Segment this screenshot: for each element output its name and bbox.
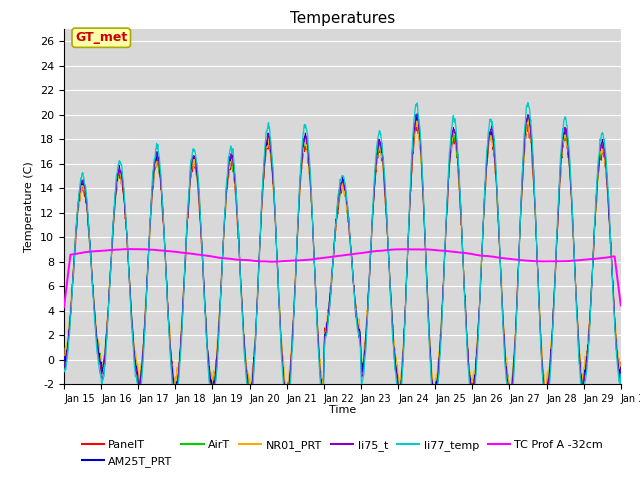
NR01_PRT — [216, 313, 223, 319]
TC Prof A -32cm — [584, 256, 591, 262]
PanelT — [524, 120, 532, 125]
li77_temp — [584, 358, 591, 364]
Line: li77_temp: li77_temp — [64, 103, 621, 414]
Y-axis label: Temperature (C): Temperature (C) — [24, 161, 35, 252]
AirT — [524, 120, 531, 126]
AirT — [371, 186, 378, 192]
li75_t — [568, 206, 576, 212]
TC Prof A -32cm — [617, 303, 625, 309]
li77_temp — [568, 201, 576, 206]
AirT — [358, 367, 366, 373]
PanelT — [358, 361, 366, 367]
TC Prof A -32cm — [371, 248, 379, 254]
AirT — [60, 357, 68, 363]
NR01_PRT — [568, 210, 576, 216]
NR01_PRT — [395, 391, 403, 397]
PanelT — [216, 314, 223, 320]
Line: TC Prof A -32cm: TC Prof A -32cm — [64, 249, 621, 307]
Line: AM25T_PRT: AM25T_PRT — [64, 115, 621, 399]
TC Prof A -32cm — [359, 250, 367, 256]
AM25T_PRT — [371, 180, 378, 185]
AirT — [396, 395, 403, 400]
li77_temp — [504, 396, 512, 402]
li77_temp — [358, 379, 366, 384]
Title: Temperatures: Temperatures — [290, 11, 395, 26]
AM25T_PRT — [504, 384, 512, 389]
li75_t — [395, 406, 403, 411]
NR01_PRT — [504, 379, 512, 384]
PanelT — [60, 356, 68, 362]
AirT — [216, 312, 223, 318]
AM25T_PRT — [60, 359, 68, 364]
NR01_PRT — [60, 357, 68, 362]
li75_t — [60, 360, 68, 366]
NR01_PRT — [371, 175, 378, 181]
AM25T_PRT — [358, 368, 366, 373]
Line: NR01_PRT: NR01_PRT — [64, 117, 621, 394]
Legend: PanelT, AM25T_PRT, AirT, NR01_PRT, li75_t, li77_temp, TC Prof A -32cm: PanelT, AM25T_PRT, AirT, NR01_PRT, li75_… — [77, 436, 607, 471]
li75_t — [584, 352, 591, 358]
Line: AirT: AirT — [64, 123, 621, 397]
li75_t — [505, 390, 513, 396]
li77_temp — [524, 100, 532, 106]
AM25T_PRT — [617, 364, 625, 370]
TC Prof A -32cm — [60, 304, 68, 310]
TC Prof A -32cm — [125, 246, 132, 252]
NR01_PRT — [584, 340, 591, 346]
PanelT — [568, 214, 576, 219]
NR01_PRT — [358, 362, 366, 368]
PanelT — [542, 396, 550, 402]
PanelT — [504, 376, 512, 382]
AM25T_PRT — [507, 396, 515, 402]
AM25T_PRT — [525, 112, 532, 118]
AM25T_PRT — [216, 317, 223, 323]
NR01_PRT — [524, 114, 531, 120]
PanelT — [617, 359, 625, 365]
NR01_PRT — [617, 360, 625, 366]
AirT — [568, 208, 576, 214]
li77_temp — [371, 173, 378, 179]
li75_t — [617, 366, 625, 372]
AirT — [617, 362, 625, 368]
li77_temp — [60, 365, 68, 371]
li77_temp — [542, 411, 550, 417]
TC Prof A -32cm — [216, 255, 223, 261]
Line: PanelT: PanelT — [64, 122, 621, 399]
li75_t — [216, 321, 223, 327]
li75_t — [371, 181, 378, 187]
li77_temp — [216, 325, 223, 331]
li77_temp — [617, 372, 625, 378]
AM25T_PRT — [568, 204, 576, 210]
li75_t — [413, 110, 421, 116]
PanelT — [371, 185, 378, 191]
AM25T_PRT — [584, 347, 591, 352]
Line: li75_t: li75_t — [64, 113, 621, 408]
Text: GT_met: GT_met — [75, 31, 127, 44]
TC Prof A -32cm — [568, 258, 575, 264]
PanelT — [584, 347, 591, 353]
AirT — [504, 377, 512, 383]
AirT — [584, 345, 591, 350]
li75_t — [358, 372, 366, 378]
X-axis label: Time: Time — [329, 405, 356, 415]
TC Prof A -32cm — [504, 256, 512, 262]
